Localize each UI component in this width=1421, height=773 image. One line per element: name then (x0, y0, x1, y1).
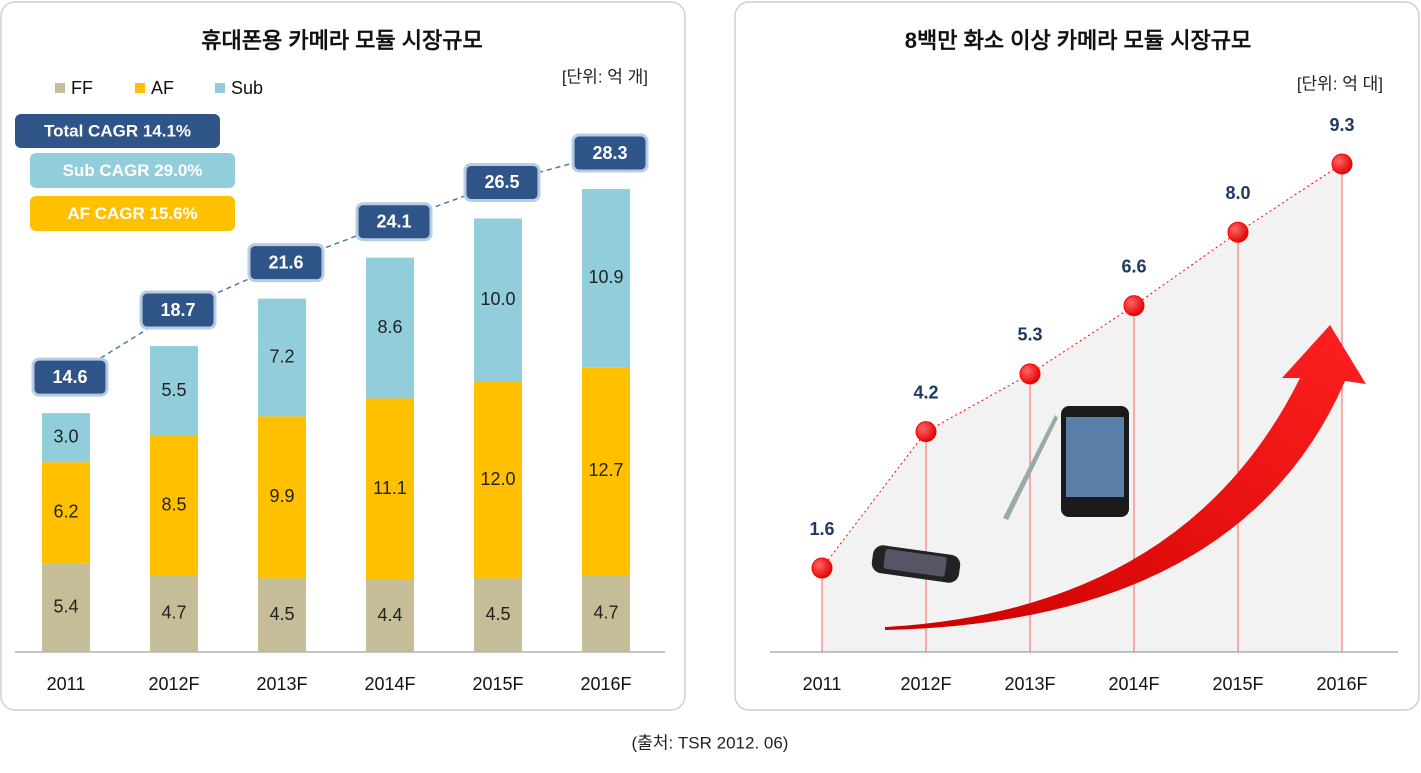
bar-segment (150, 436, 198, 576)
x-tick-label: 2012F (148, 674, 199, 694)
bar-value-label: 4.4 (377, 605, 402, 625)
bar-value-label: 11.1 (373, 478, 407, 498)
bar-value-label: 10.0 (480, 289, 515, 309)
total-label: 24.1 (376, 211, 411, 231)
total-label: 18.7 (160, 300, 195, 320)
bar-value-label: 4.5 (485, 604, 510, 624)
bar-segment (474, 218, 522, 383)
bar-segment (582, 367, 630, 576)
x-tick-label: 2011 (803, 674, 842, 694)
annotation: AF CAGR 15.6% (67, 204, 197, 223)
point-label: 9.3 (1329, 115, 1354, 135)
legend-label: Sub (231, 78, 263, 98)
bar-value-label: 9.9 (269, 486, 294, 506)
bar-segment (42, 462, 90, 564)
point-label: 8.0 (1225, 183, 1250, 203)
point-marker (915, 421, 937, 443)
bar-segment (366, 257, 414, 399)
bar-segment (474, 382, 522, 579)
bar-segment (258, 416, 306, 579)
legend-swatch (55, 83, 65, 93)
chart-title: 8백만 화소 이상 카메라 모듈 시장규모 (905, 28, 1251, 53)
bar-value-label: 5.5 (161, 380, 186, 400)
bar-value-label: 6.2 (53, 502, 78, 522)
bar-segment (366, 398, 414, 581)
annotation-box (30, 196, 235, 231)
bar-value-label: 12.7 (588, 460, 623, 480)
bar-value-label: 10.9 (588, 267, 623, 287)
bar-segment (150, 575, 198, 652)
bar-value-label: 3.0 (53, 426, 78, 446)
point-marker (811, 557, 833, 579)
bar-value-label: 8.6 (377, 317, 402, 337)
bar-segment (474, 578, 522, 652)
total-label: 26.5 (484, 172, 519, 192)
point-marker (1019, 363, 1041, 385)
point-label: 4.2 (913, 382, 938, 402)
unit-label: [단위: 억 개] (562, 67, 648, 86)
annotation-box (15, 114, 220, 148)
bar-value-label: 12.0 (480, 469, 515, 489)
point-label: 5.3 (1017, 325, 1042, 345)
unit-label: [단위: 억 대] (1297, 74, 1383, 93)
bar-segment (42, 413, 90, 463)
bar-segment (150, 346, 198, 437)
total-label: 21.6 (268, 252, 303, 272)
x-tick-label: 2014F (1108, 674, 1159, 694)
bar-segment (258, 578, 306, 652)
x-tick-label: 2016F (580, 674, 631, 694)
bar-value-label: 8.5 (161, 494, 186, 514)
total-box (31, 357, 109, 397)
x-tick-label: 2011 (47, 674, 86, 694)
legend-swatch (135, 83, 145, 93)
annotation: Sub CAGR 29.0% (63, 161, 203, 180)
x-tick-label: 2013F (256, 674, 307, 694)
total-box (139, 290, 217, 330)
x-tick-label: 2016F (1316, 674, 1367, 694)
point-marker (1331, 153, 1353, 175)
annotation-box (30, 153, 235, 188)
x-tick-label: 2015F (1212, 674, 1263, 694)
legend-label: AF (151, 78, 174, 98)
point-label: 6.6 (1121, 256, 1146, 276)
source-note: (출처: TSR 2012. 06) (632, 733, 789, 752)
x-tick-label: 2014F (364, 674, 415, 694)
x-tick-label: 2015F (472, 674, 523, 694)
bar-segment (258, 298, 306, 417)
annotation: Total CAGR 14.1% (44, 121, 191, 140)
tablet-image (1003, 406, 1129, 520)
total-label: 14.6 (52, 367, 87, 387)
bar-segment (582, 189, 630, 368)
bar-segment (366, 580, 414, 652)
total-box (571, 133, 649, 173)
bar-segment (42, 563, 90, 652)
bar-value-label: 4.5 (269, 604, 294, 624)
bar-value-label: 7.2 (269, 346, 294, 366)
bar-segment (582, 575, 630, 652)
legend-swatch (215, 83, 225, 93)
legend-label: FF (71, 78, 93, 98)
total-box (355, 202, 433, 242)
total-box (463, 162, 541, 202)
x-tick-label: 2012F (900, 674, 951, 694)
total-label: 28.3 (592, 143, 627, 163)
bar-value-label: 4.7 (593, 602, 618, 622)
point-marker (1123, 295, 1145, 317)
x-tick-label: 2013F (1004, 674, 1055, 694)
phone-image (871, 545, 961, 583)
bar-value-label: 4.7 (161, 602, 186, 622)
chart-title: 휴대폰용 카메라 모듈 시장규모 (201, 28, 482, 53)
growth-arrow (885, 325, 1366, 630)
total-box (247, 243, 325, 283)
bar-value-label: 5.4 (53, 597, 78, 617)
point-label: 1.6 (809, 519, 834, 539)
point-marker (1227, 221, 1249, 243)
